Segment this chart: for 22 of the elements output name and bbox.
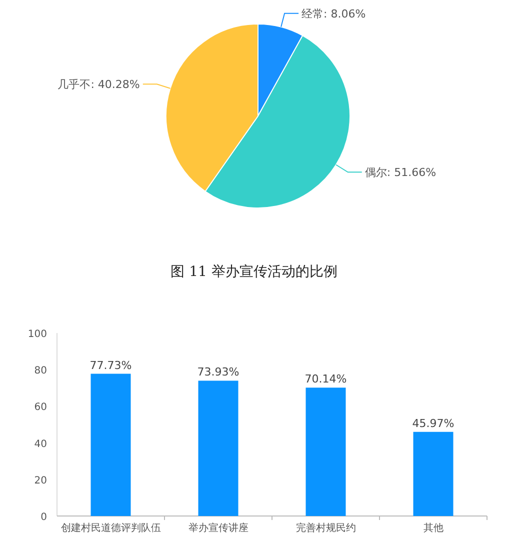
- x-tick-label: 其他: [423, 522, 444, 534]
- data-label: 45.97%: [412, 416, 454, 430]
- slice-label: 几乎不: 40.28%: [58, 78, 140, 92]
- y-tick-label: 0: [40, 512, 47, 523]
- bar: [90, 374, 131, 516]
- caption: 图 11 举办宣传活动的比例: [170, 264, 338, 280]
- x-tick-label: 完善村规民约: [296, 522, 356, 534]
- data-label: 73.93%: [197, 366, 240, 379]
- slice-label: 经常: 8.06%: [302, 7, 366, 20]
- bar: [198, 380, 238, 516]
- x-tick-label: 举办宣传讲座: [188, 522, 248, 534]
- data-label: 70.14%: [304, 372, 347, 386]
- bar: [306, 388, 346, 516]
- y-tick-label: 80: [34, 366, 47, 377]
- x-tick-label: 创建村民道德评判队伍: [60, 522, 161, 534]
- bar: [413, 432, 454, 516]
- y-tick-label: 20: [34, 475, 47, 486]
- slice-label: 偶尔: 51.66%: [364, 166, 436, 180]
- data-label: 77.73%: [90, 358, 132, 372]
- y-tick-label: 100: [28, 329, 47, 340]
- y-tick-label: 40: [34, 438, 47, 450]
- y-tick-label: 60: [34, 402, 47, 414]
